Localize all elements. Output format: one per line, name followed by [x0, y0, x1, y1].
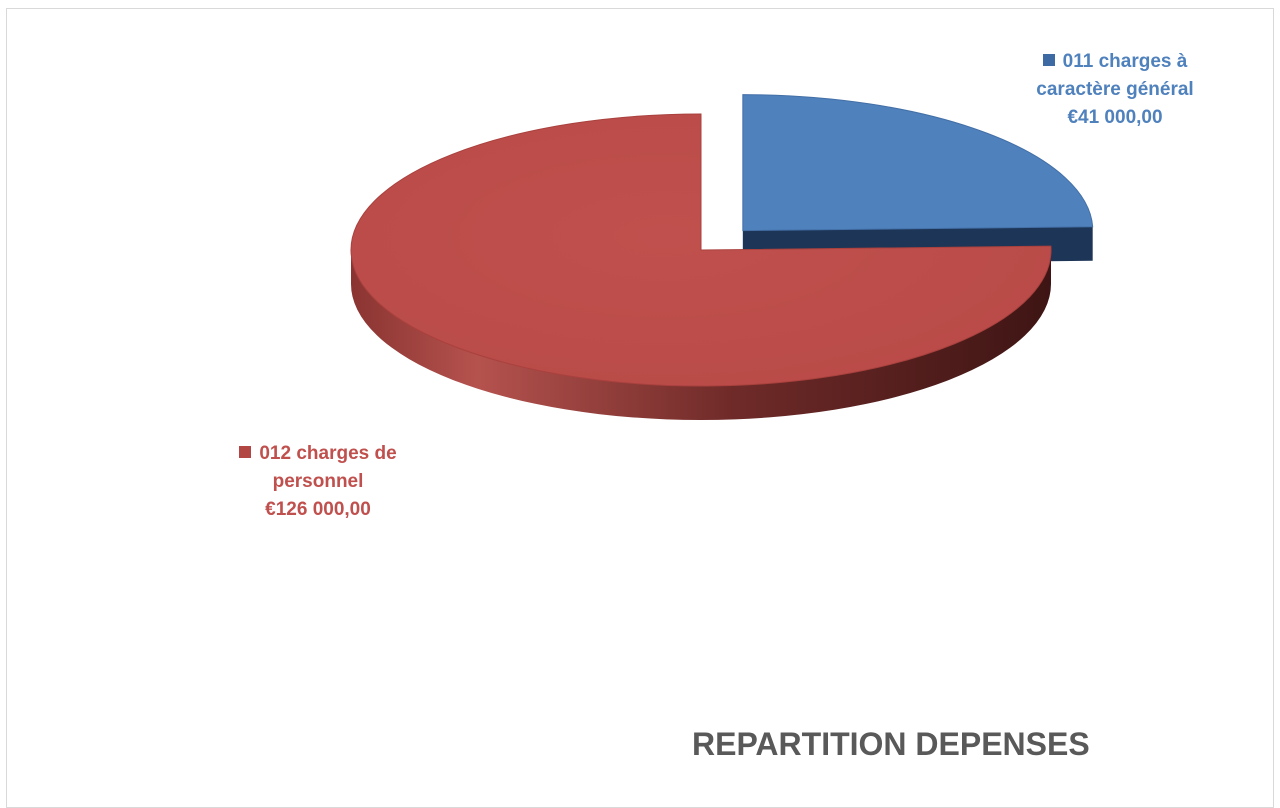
- chart-title: REPARTITION DEPENSES: [692, 726, 1090, 762]
- slice-label-012: 012 charges de personnel €126 000,00: [218, 440, 418, 524]
- slice-label-011-line2: caractère général: [1036, 79, 1194, 100]
- slice-label-011: 011 charges à caractère général €41 000,…: [1000, 48, 1230, 132]
- pie-chart: [350, 94, 1094, 421]
- legend-marker-red-icon: [239, 445, 252, 458]
- slice-value-012: €126 000,00: [265, 499, 371, 520]
- slice-label-011-line1: 011 charges à: [1062, 51, 1188, 72]
- slice-label-012-line2: personnel: [272, 471, 364, 492]
- slice-012: [350, 113, 1052, 387]
- slice-011: [742, 94, 1094, 232]
- slice-label-012-line1: 012 charges de: [259, 443, 397, 464]
- slice-value-011: €41 000,00: [1067, 107, 1163, 128]
- legend-marker-blue-icon: [1042, 53, 1055, 66]
- slice-012-side: [351, 249, 1052, 421]
